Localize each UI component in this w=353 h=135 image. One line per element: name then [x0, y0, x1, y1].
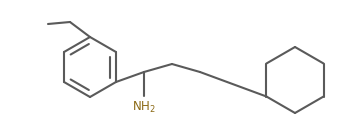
Text: NH$_2$: NH$_2$ [132, 100, 156, 115]
